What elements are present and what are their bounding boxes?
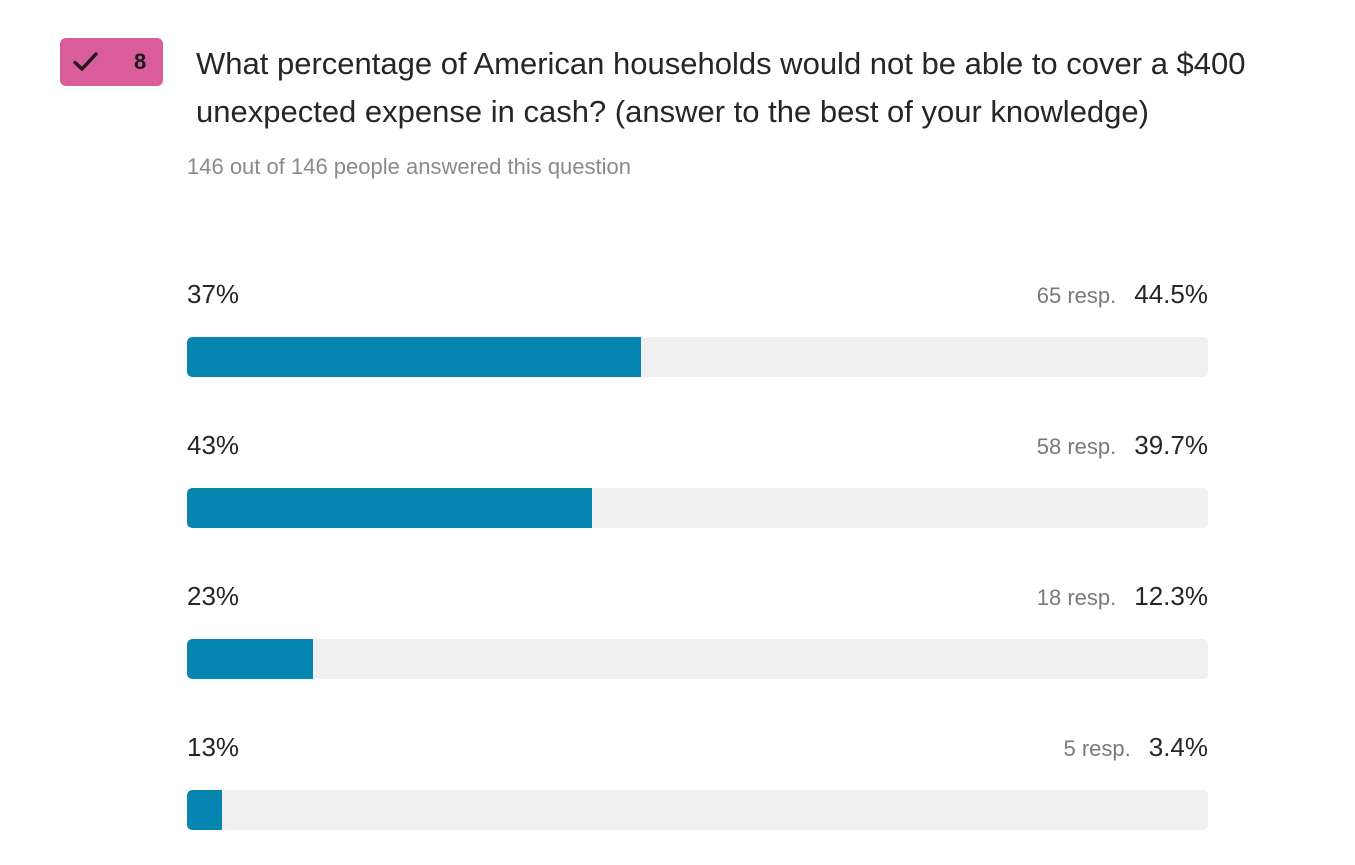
answer-option: 13% 5 resp. 3.4% <box>187 729 1208 865</box>
option-stats: 18 resp. 12.3% <box>1037 578 1208 616</box>
option-response-count: 18 resp. <box>1036 585 1117 610</box>
answer-option: 37% 65 resp. 44.5% <box>187 276 1208 427</box>
option-stats: 58 resp. 39.7% <box>1037 427 1208 465</box>
answer-option: 43% 58 resp. 39.7% <box>187 427 1208 578</box>
check-icon <box>73 52 98 71</box>
bar-track <box>187 337 1208 377</box>
bar-fill <box>187 337 642 377</box>
answered-count: 146 out of 146 people answered this ques… <box>187 154 631 179</box>
answer-option-header: 23% 18 resp. 12.3% <box>187 578 1208 614</box>
option-percentage: 39.7% <box>1134 430 1208 460</box>
answer-option-header: 43% 58 resp. 39.7% <box>187 427 1208 463</box>
option-percentage: 12.3% <box>1134 581 1208 611</box>
option-label: 43% <box>187 430 240 460</box>
question-title: What percentage of American households w… <box>196 46 1246 129</box>
bar-track <box>187 790 1208 830</box>
question-number: 8 <box>134 49 147 74</box>
answer-option-header: 37% 65 resp. 44.5% <box>187 276 1208 312</box>
option-stats: 65 resp. 44.5% <box>1037 276 1208 314</box>
bar-fill <box>187 488 593 528</box>
question-number-badge: 8 <box>60 38 163 86</box>
bar-track <box>187 488 1208 528</box>
option-percentage: 44.5% <box>1134 279 1208 309</box>
option-label: 13% <box>187 732 240 762</box>
bar-fill <box>187 639 313 679</box>
option-response-count: 58 resp. <box>1036 434 1117 459</box>
option-label: 23% <box>187 581 240 611</box>
answer-options-chart: 37% 65 resp. 44.5% 43% 58 resp. 39.7% <box>187 276 1208 865</box>
option-response-count: 65 resp. <box>1036 283 1117 308</box>
option-stats: 5 resp. 3.4% <box>1063 729 1208 767</box>
answer-option: 23% 18 resp. 12.3% <box>187 578 1208 729</box>
option-response-count: 5 resp. <box>1063 736 1131 761</box>
bar-fill <box>187 790 222 830</box>
option-label: 37% <box>187 279 240 309</box>
option-percentage: 3.4% <box>1148 732 1208 762</box>
answer-option-header: 13% 5 resp. 3.4% <box>187 729 1208 765</box>
bar-track <box>187 639 1208 679</box>
